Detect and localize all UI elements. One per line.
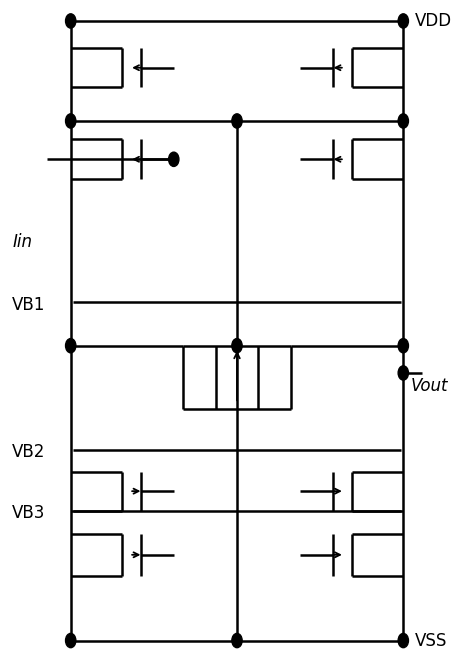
Text: VDD: VDD	[415, 12, 452, 30]
Circle shape	[398, 633, 409, 648]
Circle shape	[232, 633, 242, 648]
Circle shape	[232, 339, 242, 353]
Circle shape	[398, 339, 409, 353]
Circle shape	[65, 14, 76, 28]
Text: Vout: Vout	[410, 377, 448, 395]
Text: VSS: VSS	[415, 631, 447, 650]
Circle shape	[169, 152, 179, 166]
Circle shape	[398, 14, 409, 28]
Circle shape	[65, 114, 76, 128]
Text: Iin: Iin	[12, 233, 32, 251]
Text: VB1: VB1	[12, 296, 46, 314]
Text: VB2: VB2	[12, 443, 46, 461]
Circle shape	[398, 114, 409, 128]
Circle shape	[65, 339, 76, 353]
Text: VB3: VB3	[12, 504, 46, 521]
Circle shape	[398, 365, 409, 380]
Circle shape	[65, 633, 76, 648]
Circle shape	[232, 114, 242, 128]
